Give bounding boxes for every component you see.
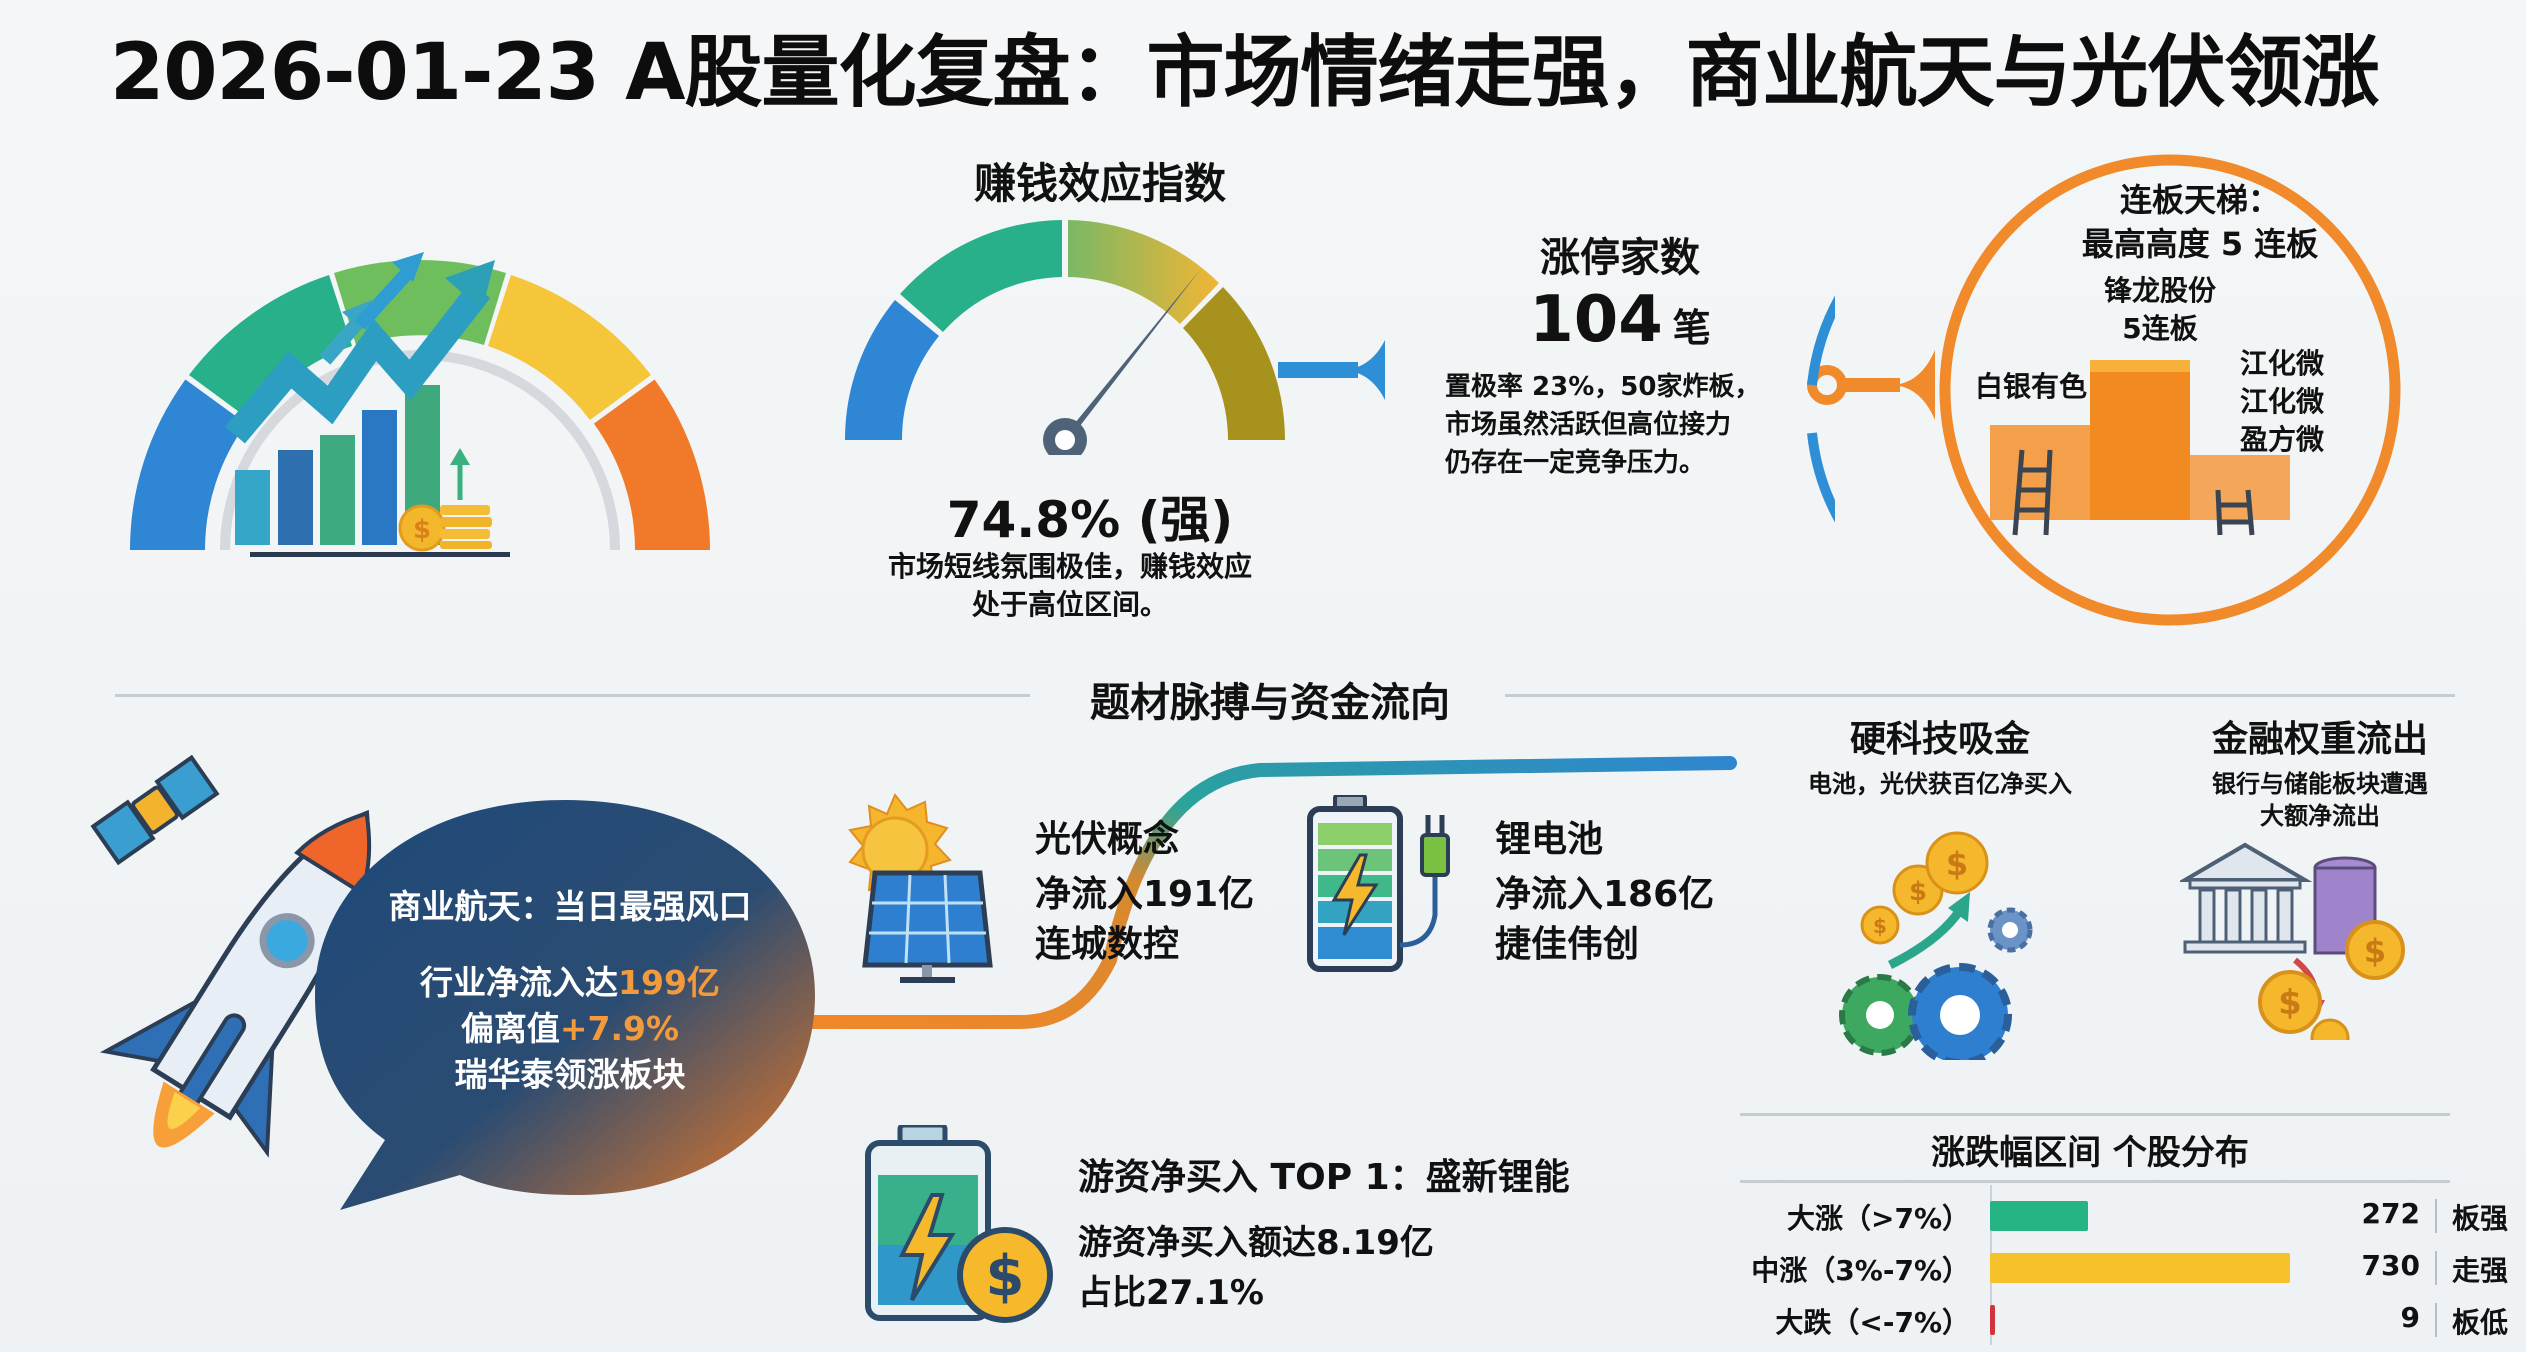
solar-panel-icon — [848, 793, 993, 983]
bar-big-down — [1990, 1305, 1995, 1335]
podium-illustration — [1990, 360, 2290, 536]
row-value: 272 — [2361, 1197, 2420, 1230]
commercial-space-inflow: 行业净流入达199亿 — [340, 960, 800, 1006]
hard-tech-title: 硬科技吸金 — [1849, 719, 2030, 760]
commercial-space-text: 商业航天：当日最强风口 行业净流入达199亿 偏离值+7.9% 瑞华泰领涨板块 — [340, 880, 800, 1098]
inflow-label: 行业净流入达 — [420, 963, 619, 1002]
svg-text:$: $ — [2278, 983, 2302, 1023]
page-title: 2026-01-23 A股量化复盘：市场情绪走强，商业航天与光伏领涨 — [110, 28, 2379, 118]
svg-text:$: $ — [1873, 914, 1887, 938]
ladder-ring — [1939, 154, 2401, 626]
battery-coin-icon: $ — [865, 1125, 1053, 1323]
svg-text:$: $ — [986, 1244, 1025, 1309]
row-separator — [2435, 1251, 2437, 1285]
earning-effect-title: 赚钱效应指数 — [973, 159, 1226, 208]
row-value: 9 — [2400, 1301, 2420, 1334]
earning-desc-line2: 处于高位区间。 — [971, 588, 1168, 621]
concept-lithium-name: 锂电池 — [1495, 819, 1604, 860]
bar-mid-up — [1990, 1253, 2290, 1283]
concept-lithium-inflow: 净流入186亿 — [1495, 874, 1715, 915]
ladder-top-stock: 锋龙股份 5连板 — [2060, 272, 2260, 348]
limit-up-count: 104 笔 — [1460, 283, 1780, 357]
ladder-top-stock-boards: 5连板 — [2122, 312, 2198, 345]
finance-outflow-panel: 金融权重流出 银行与储能板块遭遇 大额净流出 — [2150, 710, 2490, 832]
inflow-value: 199亿 — [618, 963, 720, 1002]
limit-up-description: 置极率 23%，50家炸板， 市场虽然活跃但高位接力 仍存在一定竞争压力。 — [1445, 368, 1825, 482]
distribution-chart: 大涨（>7%） 272 板强 中涨（3%-7%） 730 走强 大跌（<-7%）… — [1740, 1185, 2520, 1345]
row-tag: 板低 — [2452, 1306, 2509, 1339]
svg-text:$: $ — [413, 515, 431, 545]
ladder-right-stock-1: 江化微 — [2240, 347, 2325, 380]
commercial-space-heading: 商业航天：当日最强风口 — [388, 887, 752, 926]
limit-up-title: 涨停家数 — [1540, 235, 1700, 281]
finance-outflow-subtitle-2: 大额净流出 — [2260, 802, 2380, 830]
earning-effect-value: 74.8% (强) — [946, 491, 1234, 549]
bar-big-up — [1990, 1201, 2088, 1231]
gears-coins-icon: $ $ $ — [1839, 831, 2033, 1060]
limit-up-unit: 笔 — [1672, 306, 1711, 350]
rocket-satellite-icon — [90, 754, 372, 1158]
ladder-title: 连板天梯： 最高高度 5 连板 — [2000, 178, 2400, 266]
ladder-title-line2: 最高高度 5 连板 — [2081, 225, 2319, 263]
ladder-top-stock-name: 锋龙股份 — [2103, 274, 2216, 307]
bank-outflow-icon: $ $ — [2180, 842, 2405, 1040]
limit-desc-line3: 仍存在一定竞争压力。 — [1445, 448, 1706, 478]
deviation-label: 偏离值 — [460, 1009, 560, 1048]
battery-plug-icon — [1307, 795, 1450, 972]
hot-money-ratio: 占比27.1% — [1078, 1273, 1264, 1313]
ladder-right-stock-3: 盈方微 — [2240, 423, 2325, 456]
svg-text:$: $ — [1909, 877, 1927, 907]
concept-lithium-leader: 捷佳伟创 — [1495, 924, 1640, 965]
row-separator — [2435, 1303, 2437, 1337]
commercial-space-bubble — [315, 800, 815, 1210]
concept-lithium: 锂电池 净流入186亿 捷佳伟创 — [1495, 810, 1755, 970]
distribution-row-mid-up: 中涨（3%-7%） 730 走强 — [1740, 1243, 2520, 1293]
earning-effect-description: 市场短线氛围极佳，赚钱效应 处于高位区间。 — [850, 548, 1290, 624]
row-label: 大跌（<-7%） — [1775, 1306, 1970, 1339]
commercial-space-leader: 瑞华泰领涨板块 — [454, 1055, 686, 1094]
row-separator — [2435, 1199, 2437, 1233]
earning-effect-gauge — [844, 220, 1285, 455]
deviation-value: +7.9% — [559, 1009, 680, 1048]
ladder-right-stocks: 江化微 江化微 盈方微 — [2240, 345, 2324, 459]
hot-money-amount: 游资净买入额达8.19亿 — [1078, 1223, 1434, 1263]
section-title: 题材脉搏与资金流向 — [1090, 680, 1450, 726]
ladder-right-stock-2: 江化微 — [2240, 385, 2325, 418]
earning-desc-line1: 市场短线氛围极佳，赚钱效应 — [887, 550, 1252, 583]
row-value: 730 — [2361, 1249, 2420, 1282]
hard-tech-panel: 硬科技吸金 电池，光伏获百亿净买入 — [1740, 710, 2140, 800]
finance-outflow-title: 金融权重流出 — [2211, 719, 2428, 760]
hot-money-block: 游资净买入 TOP 1：盛新锂能 游资净买入额达8.19亿 占比27.1% — [1078, 1148, 1698, 1318]
limit-up-number: 104 — [1529, 283, 1663, 357]
row-label: 大涨（>7%） — [1787, 1202, 1970, 1235]
finance-outflow-subtitle-1: 银行与储能板块遭遇 — [2212, 770, 2428, 798]
limit-desc-line2: 市场虽然活跃但高位接力 — [1445, 410, 1732, 440]
distribution-row-big-up: 大涨（>7%） 272 板强 — [1740, 1191, 2520, 1241]
concept-solar-leader: 连城数控 — [1035, 924, 1180, 965]
concept-solar-name: 光伏概念 — [1035, 819, 1180, 860]
row-tag: 板强 — [2452, 1202, 2509, 1235]
hard-tech-subtitle: 电池，光伏获百亿净买入 — [1808, 770, 2072, 798]
distribution-chart-title: 涨跌幅区间 个股分布 — [1931, 1133, 2249, 1173]
commercial-space-deviation: 偏离值+7.9% — [340, 1006, 800, 1052]
concept-solar-inflow: 净流入191亿 — [1035, 874, 1255, 915]
row-tag: 走强 — [2452, 1254, 2509, 1287]
distribution-row-big-down: 大跌（<-7%） 9 板低 — [1740, 1295, 2520, 1345]
limit-desc-line1: 置极率 23%，50家炸板， — [1445, 372, 1761, 402]
ladder-left-stock: 白银有色 — [1975, 370, 2088, 403]
sentiment-gauge-illustration: $ — [130, 252, 710, 557]
concept-solar: 光伏概念 净流入191亿 连城数控 — [1035, 810, 1295, 970]
row-label: 中涨（3%-7%） — [1751, 1254, 1970, 1287]
ladder-title-line1: 连板天梯： — [2119, 181, 2280, 219]
svg-text:$: $ — [2364, 932, 2386, 970]
svg-text:$: $ — [1946, 845, 1968, 883]
hot-money-title: 游资净买入 TOP 1：盛新锂能 — [1078, 1157, 1570, 1198]
